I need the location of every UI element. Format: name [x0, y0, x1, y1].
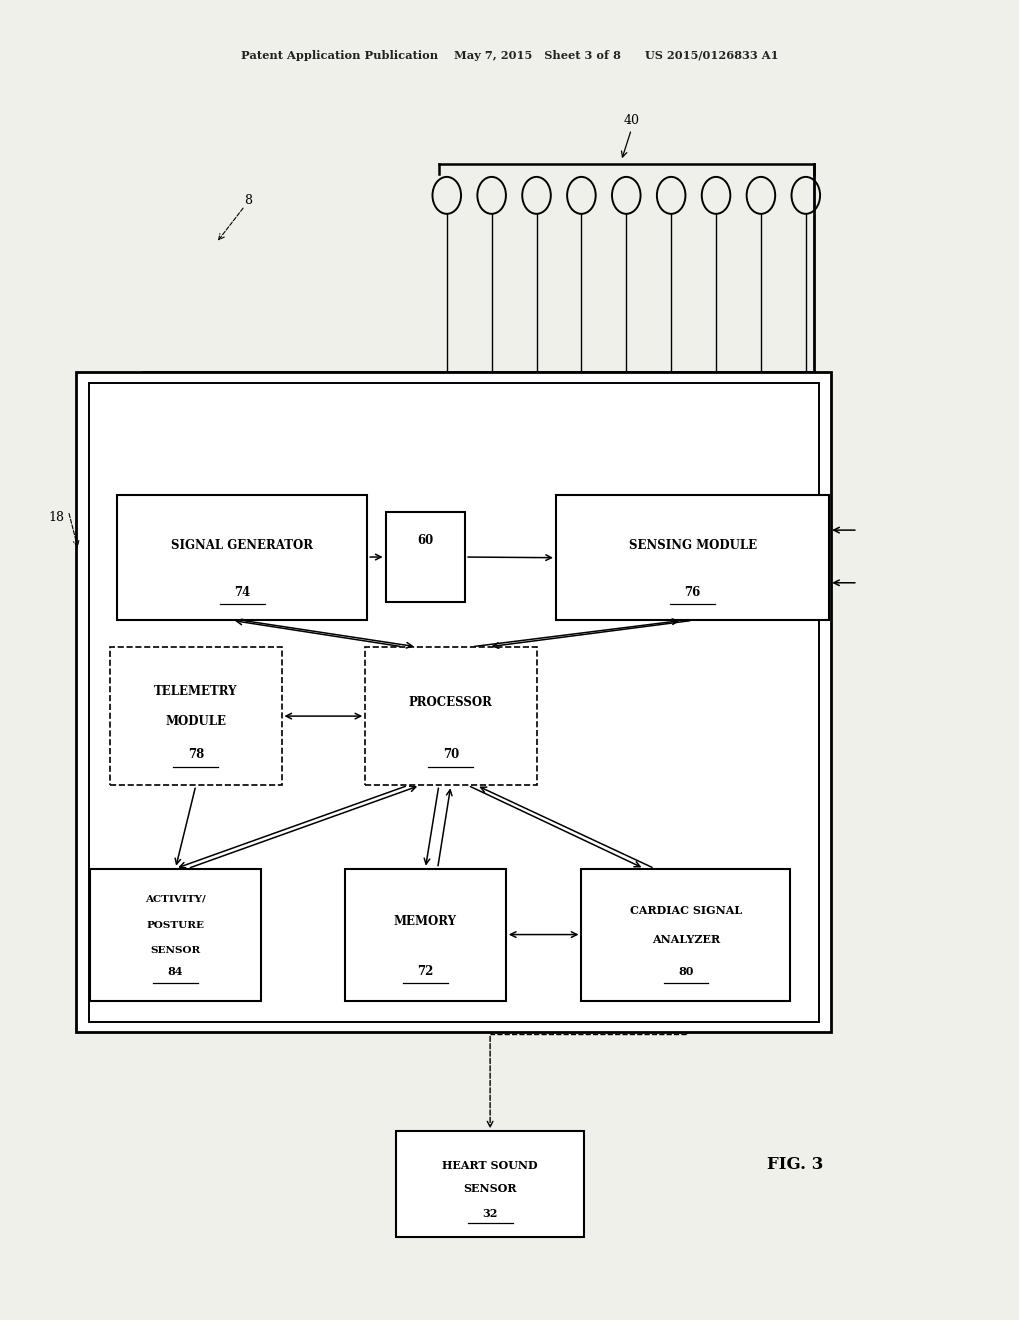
FancyBboxPatch shape — [110, 647, 281, 785]
Text: 76: 76 — [684, 586, 700, 599]
FancyBboxPatch shape — [76, 372, 830, 1032]
Text: SENSOR: SENSOR — [463, 1183, 517, 1193]
FancyBboxPatch shape — [365, 647, 536, 785]
Text: SIGNAL GENERATOR: SIGNAL GENERATOR — [171, 539, 313, 552]
Text: POSTURE: POSTURE — [147, 921, 204, 929]
Text: 8: 8 — [244, 194, 252, 207]
FancyBboxPatch shape — [395, 1131, 584, 1237]
Text: 74: 74 — [234, 586, 250, 599]
Text: MEMORY: MEMORY — [393, 915, 457, 928]
Text: SENSOR: SENSOR — [150, 946, 201, 954]
Text: CARDIAC SIGNAL: CARDIAC SIGNAL — [630, 906, 741, 916]
Text: 60: 60 — [417, 535, 433, 548]
Text: 70: 70 — [442, 748, 459, 762]
Text: 78: 78 — [187, 748, 204, 762]
Text: TELEMETRY: TELEMETRY — [154, 685, 237, 698]
Text: HEART SOUND: HEART SOUND — [442, 1159, 537, 1171]
Text: ANALYZER: ANALYZER — [651, 935, 719, 945]
Text: 84: 84 — [167, 966, 183, 977]
FancyBboxPatch shape — [117, 495, 367, 620]
Text: 72: 72 — [417, 965, 433, 978]
Text: MODULE: MODULE — [165, 715, 226, 729]
Text: ACTIVITY/: ACTIVITY/ — [145, 895, 206, 903]
Text: 32: 32 — [482, 1208, 497, 1220]
FancyBboxPatch shape — [90, 869, 261, 1001]
Text: Patent Application Publication    May 7, 2015   Sheet 3 of 8      US 2015/012683: Patent Application Publication May 7, 20… — [240, 50, 779, 61]
FancyBboxPatch shape — [555, 495, 828, 620]
FancyBboxPatch shape — [581, 869, 790, 1001]
Text: PROCESSOR: PROCESSOR — [409, 696, 492, 709]
Text: SENSING MODULE: SENSING MODULE — [628, 539, 756, 552]
FancyBboxPatch shape — [344, 869, 505, 1001]
Text: 80: 80 — [678, 966, 693, 977]
Text: FIG. 3: FIG. 3 — [766, 1156, 823, 1172]
FancyBboxPatch shape — [385, 512, 465, 602]
Text: 40: 40 — [623, 114, 639, 127]
Text: 18: 18 — [48, 511, 64, 524]
FancyBboxPatch shape — [89, 383, 818, 1022]
